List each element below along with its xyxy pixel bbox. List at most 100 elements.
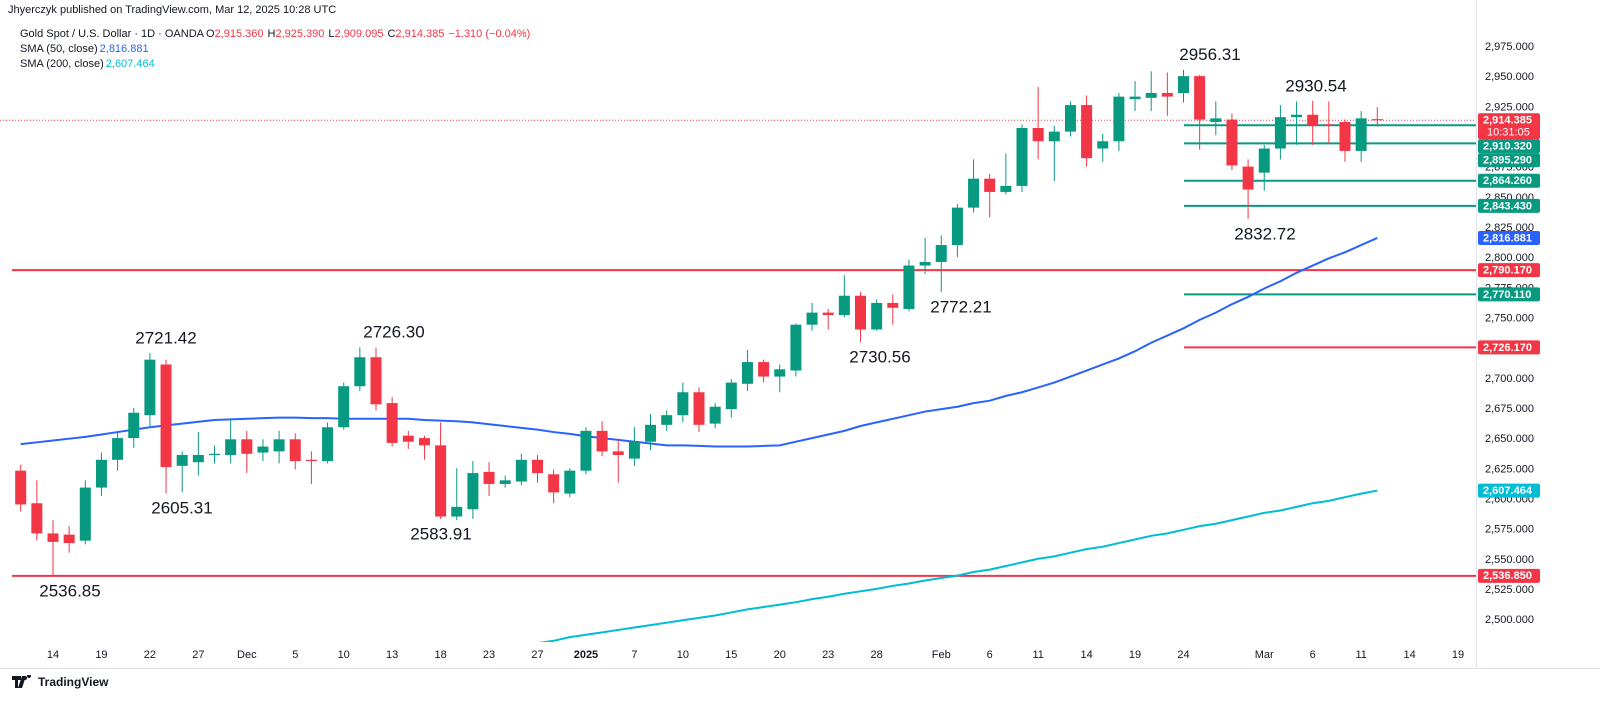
y-tick-label: 2,525.000 [1485, 584, 1534, 596]
price-badge-label: 2,910.320 [1483, 141, 1532, 153]
candle-body [822, 312, 834, 316]
candle-body [322, 427, 334, 462]
ohlc-value: 2,915.360 [214, 28, 264, 40]
candle-body [305, 459, 317, 462]
x-tick-label: 15 [725, 649, 737, 661]
price-badge-label: 2,914.385 [1483, 115, 1532, 127]
candle-body [548, 474, 560, 493]
price-annotation: 2930.54 [1285, 76, 1346, 95]
candle-body [225, 439, 237, 455]
legend: Gold Spot / U.S. Dollar · 1D · OANDA O2,9… [20, 27, 532, 72]
legend-row: SMA (50, close) 2,816.881 [20, 42, 532, 57]
candle-body [1339, 121, 1351, 151]
y-tick-label: 2,950.000 [1485, 71, 1534, 83]
candle-body [79, 487, 91, 541]
candle-body [1210, 118, 1222, 122]
candle-body [418, 438, 430, 446]
candle-body [725, 382, 737, 410]
candle-body [1291, 114, 1303, 118]
candle-body [903, 265, 915, 309]
y-tick-label: 2,700.000 [1485, 373, 1534, 385]
price-annotation: 2726.30 [363, 323, 424, 342]
price-annotation: 2721.42 [135, 329, 196, 348]
sma-line [538, 489, 1378, 642]
ohlc-value: 2,914.385 [395, 28, 445, 40]
ohlc-key: H [267, 28, 276, 40]
x-tick-label: 14 [47, 649, 59, 661]
candle-body [774, 369, 786, 377]
candle-body [661, 415, 673, 425]
x-tick-label: 13 [386, 649, 398, 661]
candle-body [935, 245, 947, 262]
candle-body [968, 178, 980, 208]
candle-body [838, 295, 850, 316]
candle-body [192, 454, 204, 463]
y-tick-label: 2,500.000 [1485, 614, 1534, 626]
candle-body [1097, 141, 1109, 149]
candle-body [628, 441, 640, 459]
candle-body [693, 392, 705, 425]
candle-body [128, 412, 140, 439]
price-badge [1478, 198, 1540, 213]
candle-body [241, 439, 253, 454]
x-tick-label: 7 [631, 649, 637, 661]
price-annotation: 2605.31 [151, 499, 212, 518]
x-tick-label: 19 [1129, 649, 1141, 661]
candle-body [1371, 119, 1383, 121]
x-tick-label: 14 [1080, 649, 1092, 661]
x-tick-label: 11 [1032, 649, 1043, 661]
price-badge [1478, 173, 1540, 188]
candle-body [1113, 96, 1125, 142]
price-badge-label: 2,864.260 [1483, 175, 1532, 187]
candle-body [532, 459, 543, 474]
price-badge [1478, 568, 1540, 583]
candle-body [1242, 166, 1254, 190]
candle-body [790, 324, 802, 371]
price-badge [1478, 287, 1540, 302]
ohlc-item: C2,914.385 [387, 28, 446, 40]
price-badge-label: 2,536.850 [1483, 570, 1532, 582]
price-badge [1478, 113, 1540, 140]
price-badge [1478, 230, 1540, 245]
candle-body [354, 357, 366, 387]
publisher-header: Jhyerczyk published on TradingView.com, … [8, 4, 337, 16]
price-badge-label: 2,843.430 [1483, 200, 1532, 212]
candle-body [919, 261, 931, 266]
candle-body [1194, 76, 1206, 120]
candle-body [596, 430, 608, 452]
candle-body [1226, 119, 1238, 166]
x-tick-label: 19 [1452, 649, 1464, 661]
price-badge-label: 2,770.110 [1483, 289, 1531, 301]
candle-body [386, 403, 398, 443]
price-badge [1478, 483, 1540, 498]
price-badge-label: 2,726.170 [1483, 342, 1532, 354]
y-tick-label: 2,975.000 [1485, 41, 1534, 53]
x-tick-label: Mar [1255, 649, 1274, 661]
candle-body [15, 470, 27, 505]
candle-body [451, 506, 463, 517]
price-annotation: 2730.56 [849, 348, 910, 367]
symbol: Gold Spot / U.S. Dollar · 1D · OANDA [20, 28, 204, 40]
candle-body [1355, 118, 1367, 151]
price-badge [1478, 153, 1540, 168]
candle-body [144, 359, 156, 416]
y-tick-label: 2,675.000 [1485, 403, 1534, 415]
x-tick-label: 23 [483, 649, 495, 661]
candle-body [467, 473, 479, 510]
x-tick-label: Feb [932, 649, 951, 661]
price-badge-label: 2,607.464 [1483, 485, 1533, 497]
ohlc-key: L [328, 28, 335, 40]
candle-body [709, 406, 721, 424]
y-tick-label: 2,925.000 [1485, 101, 1534, 113]
price-annotation: 2832.72 [1234, 224, 1295, 243]
candle-body [338, 386, 350, 428]
candle-body [1129, 96, 1141, 100]
y-tick-label: 2,625.000 [1485, 463, 1534, 475]
candle-body [806, 312, 818, 325]
ohlc-value: 2,909.095 [334, 28, 384, 40]
price-badge-label: 2,816.881 [1483, 232, 1532, 244]
price-badge-label: 2,790.170 [1483, 265, 1532, 277]
candle-body [1016, 128, 1028, 186]
